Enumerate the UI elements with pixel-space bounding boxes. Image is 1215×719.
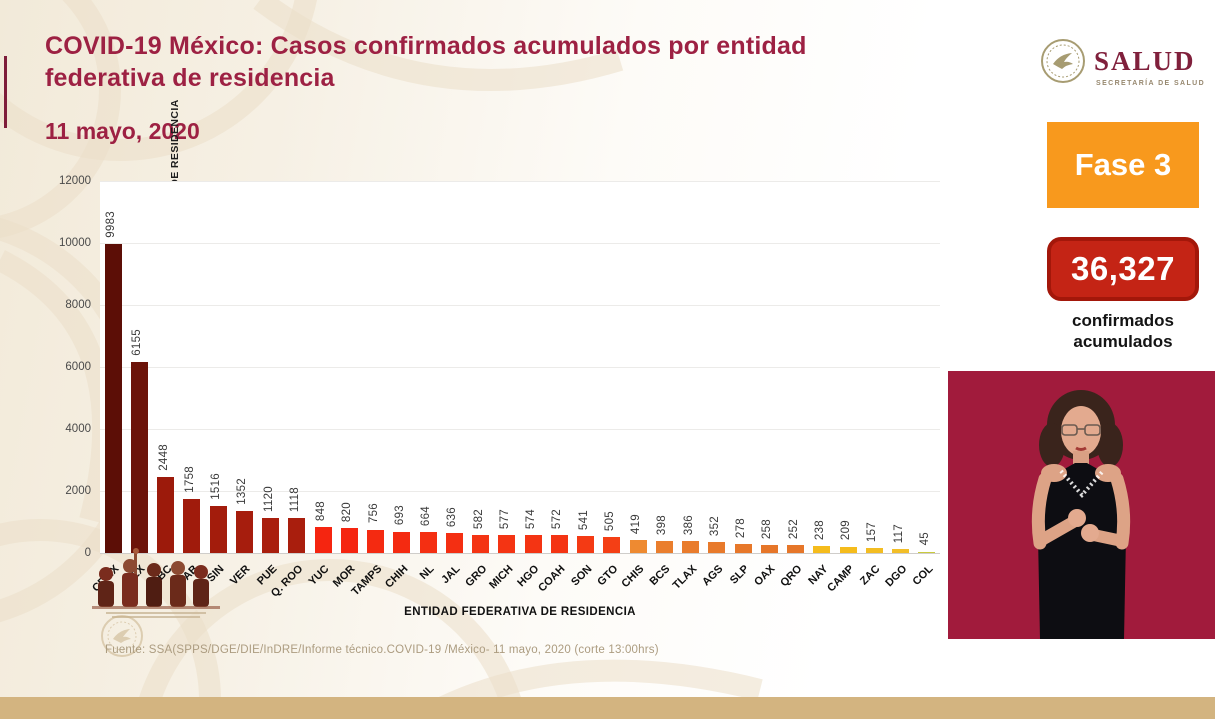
gridline-0 — [100, 553, 940, 554]
bar-COAH — [550, 535, 568, 553]
bar-Q. ROO — [288, 518, 306, 553]
salud-seal-icon — [1041, 39, 1085, 83]
gridline-4000 — [100, 429, 940, 430]
bar-OAX — [760, 545, 778, 553]
total-caption-line2: acumulados — [1073, 332, 1173, 352]
bar-value-label: 2448 — [157, 444, 170, 472]
bar-value-label: 252 — [787, 519, 800, 540]
salud-wordmark: SALUD — [1094, 45, 1196, 76]
bar-value-label: 572 — [551, 509, 564, 530]
bar-value-label: 636 — [446, 507, 459, 528]
bar-value-label: 9983 — [105, 210, 118, 238]
bar-value-label: 117 — [892, 524, 905, 544]
bar-PUE — [262, 518, 280, 553]
bar-value-label: 505 — [603, 511, 616, 532]
bar-MEX — [130, 362, 148, 553]
bar-NAY — [813, 545, 831, 553]
bar-SON — [577, 536, 595, 553]
bar-value-label: 45 — [918, 532, 931, 546]
bar-YUC — [314, 526, 332, 553]
bar-QRO — [787, 545, 805, 553]
bar-TAB — [183, 498, 201, 553]
bar-BC — [157, 477, 175, 553]
gridline-8000 — [100, 305, 940, 306]
y-tick-label: 8000 — [65, 299, 91, 311]
bar-HGO — [524, 535, 542, 553]
bar-value-label: 1120 — [262, 486, 275, 513]
bar-GTO — [603, 537, 621, 553]
x-axis-title: ENTIDAD FEDERATIVA DE RESIDENCIA — [404, 606, 636, 618]
source-text: Fuente: SSA(SPPS/DGE/DIE/InDRE/Informe t… — [105, 644, 659, 656]
bar-value-label: 209 — [840, 520, 853, 541]
bar-BCS — [655, 540, 673, 553]
bar-JAL — [445, 533, 463, 553]
bar-value-label: 398 — [656, 514, 669, 535]
bar-TLAX — [682, 541, 700, 553]
bottom-decorative-bar — [0, 697, 1215, 719]
bar-value-label: 386 — [682, 514, 695, 536]
bar-AGS — [708, 542, 726, 553]
bar-value-label: 574 — [525, 509, 538, 530]
title-accent-line — [4, 56, 7, 128]
salud-subtitle: SECRETARÍA DE SALUD — [1096, 80, 1206, 87]
y-tick-label: 10000 — [59, 237, 91, 249]
bar-MICH — [498, 535, 516, 553]
bar-MOR — [340, 527, 358, 553]
bar-CDMX — [104, 243, 122, 553]
y-tick-label: 6000 — [65, 361, 91, 373]
phase-badge: Fase 3 — [1047, 122, 1199, 208]
report-date: 11 mayo, 2020 — [45, 118, 200, 144]
bar-CHIH — [393, 531, 411, 553]
bar-value-label: 1758 — [183, 465, 196, 493]
bar-value-label: 848 — [315, 500, 328, 521]
y-tick-label: 0 — [84, 547, 91, 559]
bar-DGO — [892, 549, 910, 553]
bar-value-label: 541 — [577, 510, 590, 531]
y-tick-label: 12000 — [59, 175, 91, 187]
bar-value-label: 1118 — [288, 487, 301, 513]
bar-value-label: 419 — [630, 513, 643, 535]
bar-ZAC — [865, 548, 883, 553]
gridline-12000 — [100, 181, 940, 182]
bar-value-label: 577 — [498, 509, 511, 530]
salud-logo: SALUD SECRETARÍA DE SALUD — [1040, 38, 1210, 87]
page-title: COVID-19 México: Casos confirmados acumu… — [45, 32, 807, 92]
interpreter-illustration — [948, 371, 1215, 639]
total-caption-line1: confirmados — [1071, 311, 1175, 330]
total-cases-badge: 36,327 — [1047, 237, 1199, 301]
bar-value-label: 352 — [708, 516, 721, 537]
bar-TAMPS — [367, 529, 385, 553]
bar-value-label: 664 — [420, 506, 433, 527]
bar-GRO — [472, 534, 490, 553]
bar-SIN — [209, 506, 227, 553]
fuente-seal-icon — [101, 615, 143, 657]
bar-value-label: 693 — [393, 505, 406, 526]
y-tick-label: 4000 — [65, 423, 91, 435]
bar-COL — [918, 551, 936, 553]
bar-value-label: 1516 — [210, 473, 223, 501]
bar-value-label: 238 — [813, 519, 826, 540]
bar-NL — [419, 532, 437, 553]
gridline-10000 — [100, 243, 940, 244]
bar-CHIS — [629, 540, 647, 553]
bar-value-label: 756 — [367, 503, 380, 524]
bar-SLP — [734, 544, 752, 553]
bar-VER — [235, 511, 253, 553]
bar-chart-plot: 0 2000 4000 6000 8000 10000 12000 9983 CDMX 6155 M… — [59, 175, 940, 600]
bar-value-label: 582 — [472, 508, 485, 529]
y-tick-label: 2000 — [65, 485, 91, 497]
bar-value-label: 6155 — [131, 329, 144, 357]
bar-value-label: 258 — [761, 518, 774, 540]
bar-value-label: 820 — [341, 501, 354, 522]
total-cases-caption: confirmados acumulados — [1040, 310, 1206, 353]
bar-CAMP — [839, 546, 857, 553]
gridline-6000 — [100, 367, 940, 368]
bar-value-label: 278 — [735, 518, 748, 539]
gridline-2000 — [100, 491, 940, 492]
sign-language-interpreter-video — [948, 371, 1215, 639]
bar-value-label: 1352 — [236, 478, 249, 506]
bar-value-label: 157 — [866, 522, 879, 543]
